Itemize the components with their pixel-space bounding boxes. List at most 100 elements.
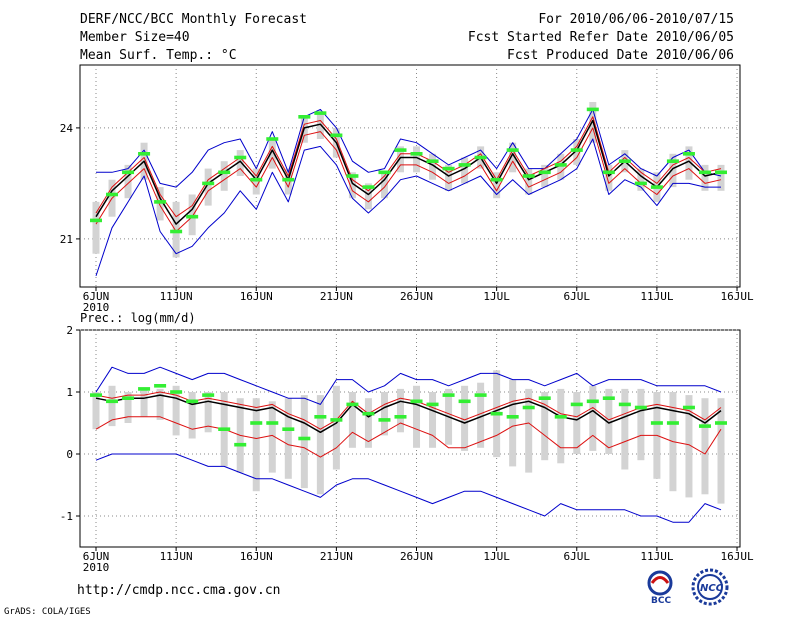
panel-2-observation-marker — [138, 387, 151, 391]
panel-1-ensemble-box — [316, 113, 324, 139]
panel-2-observation-marker — [474, 393, 487, 397]
panel-2-ensemble-box — [701, 398, 709, 495]
panel-2-observation-marker — [490, 411, 503, 416]
panel-2-observation-marker — [314, 415, 327, 419]
panel-1-ensemble-box — [92, 201, 100, 254]
panel-2-xtick-label: 6JUN — [83, 550, 110, 563]
panel-1-ensemble-box — [236, 150, 244, 176]
panel-1-observation-marker — [234, 155, 247, 160]
panel-1-observation-marker — [506, 148, 519, 152]
panel-2-observation-marker — [522, 405, 535, 410]
panel-1-observation-marker — [250, 177, 263, 182]
panel-1-line-min — [95, 138, 721, 277]
panel-2-ytick-label: 2 — [66, 324, 73, 337]
panel-1-ensemble-box — [268, 139, 276, 169]
panel-2-observation-marker — [554, 415, 567, 419]
panel-1-ensemble-box — [284, 168, 292, 195]
panel-1-ensemble-box — [573, 139, 581, 165]
panel-2-observation-marker — [362, 411, 375, 416]
panel-2-ensemble-box — [348, 392, 356, 448]
panel-2-line-upper — [95, 391, 722, 430]
panel-1-observation-marker — [362, 185, 375, 189]
panel-1-ensemble-box — [413, 146, 421, 173]
panel-2-ensemble-box — [268, 401, 276, 473]
panel-1-ensemble-box — [172, 201, 180, 258]
panel-2-ensemble-box — [557, 388, 565, 464]
panel-2-ensemble-box — [252, 398, 260, 492]
panel-2-observation-marker — [570, 402, 583, 407]
panel-1-xtick-label: 21JUN — [320, 290, 353, 303]
panel-1-observation-marker — [282, 177, 295, 182]
panel-1-observation-marker — [458, 163, 471, 167]
panel-1-ensemble-box — [348, 172, 356, 199]
panel-1-ensemble-box — [493, 172, 501, 199]
panel-1-ensemble-box — [220, 161, 228, 191]
panel-2-observation-marker — [106, 399, 119, 404]
panel-1-line-upper — [95, 116, 722, 218]
panel-2-ensemble-box — [509, 379, 517, 467]
panel-2-observation-marker — [266, 421, 279, 425]
panel-2-observation-marker — [330, 418, 343, 422]
chart-title: DERF/NCC/BCC Monthly Forecast — [80, 12, 307, 27]
panel-2-line-mean — [95, 394, 722, 434]
panel-2-title: Prec.: log(mm/d) — [80, 311, 196, 325]
panel-1-ensemble-box — [525, 168, 533, 195]
panel-1-line-mean — [95, 119, 722, 225]
panel-1-observation-marker — [618, 159, 631, 163]
source-url: http://cmdp.ncc.cma.gov.cn — [77, 583, 281, 598]
panel-1-ensemble-box — [124, 164, 132, 199]
panel-1-observation-marker — [170, 229, 183, 234]
panel-1-line-max — [96, 108, 722, 188]
panel-1-xtick-label: 16JUN — [240, 290, 273, 303]
panel-1-ensemble-box — [364, 183, 372, 210]
ncc-logo-text: NCC — [700, 583, 724, 594]
panel-1-ensemble-box — [445, 164, 453, 191]
panel-1-xtick-label: 16JUL — [720, 290, 753, 303]
panel-2-observation-marker — [426, 402, 439, 407]
panel-2-observation-marker — [234, 442, 247, 447]
panel-1-observation-marker — [554, 163, 567, 167]
panel-2-ytick-label: -1 — [60, 510, 73, 523]
panel-1-observation-marker — [218, 170, 231, 175]
panel-2-observation-marker — [650, 421, 663, 425]
panel-2-ensemble-box — [396, 388, 404, 433]
panel-1-ensemble-box — [717, 164, 725, 191]
panel-1-ensemble-box — [701, 164, 709, 191]
panel-1-observation-marker — [442, 166, 455, 171]
panel-1-ensemble-box — [429, 153, 437, 180]
panel-1-ensemble-box — [637, 168, 645, 191]
panel-2-observation-marker — [218, 427, 231, 431]
panel-2-ensemble-box — [204, 392, 212, 433]
panel-1-year-label: 2010 — [83, 301, 110, 314]
panel-1-xtick-label: 11JUL — [640, 290, 673, 303]
panel-1-ensemble-box — [380, 172, 388, 199]
panel-1-observation-marker — [698, 170, 711, 175]
panel-2-xtick-label: 1JUL — [483, 550, 510, 563]
panel-1-observation-marker — [570, 148, 583, 152]
panel-1-observation-marker — [394, 148, 407, 152]
panel-2-ensemble-box — [589, 385, 597, 451]
panel-2-ensemble-box — [284, 398, 292, 479]
panel-1-observation-marker — [266, 137, 279, 141]
panel-2-observation-marker — [154, 384, 167, 388]
panel-1-observation-marker — [410, 152, 423, 156]
panel-2-observation-marker — [394, 415, 407, 419]
panel-1-observation-marker — [346, 174, 359, 178]
panel-2-ensemble-box — [637, 388, 645, 461]
panel-2-xtick-label: 11JUN — [160, 550, 193, 563]
panel-2-ensemble-box — [188, 392, 196, 439]
panel-1-observation-marker — [106, 192, 119, 197]
panel-1-observation-marker — [154, 200, 167, 204]
panel-1-xtick-label: 1JUL — [483, 290, 510, 303]
panel-2-observation-marker — [634, 405, 647, 410]
panel-2-line-max — [95, 366, 722, 405]
panel-1-ensemble-box — [557, 153, 565, 180]
panel-1-observation-marker — [202, 181, 215, 186]
panel-1-ytick-label: 21 — [60, 233, 73, 246]
panel-1-observation-marker — [602, 170, 615, 175]
panel-1-ensemble-box — [461, 157, 469, 184]
panel-2-ensemble-box — [413, 385, 421, 448]
panel-1-observation-marker — [490, 177, 503, 182]
panel-1-ytick-label: 24 — [60, 122, 74, 135]
panel-2-observation-marker — [442, 393, 455, 397]
